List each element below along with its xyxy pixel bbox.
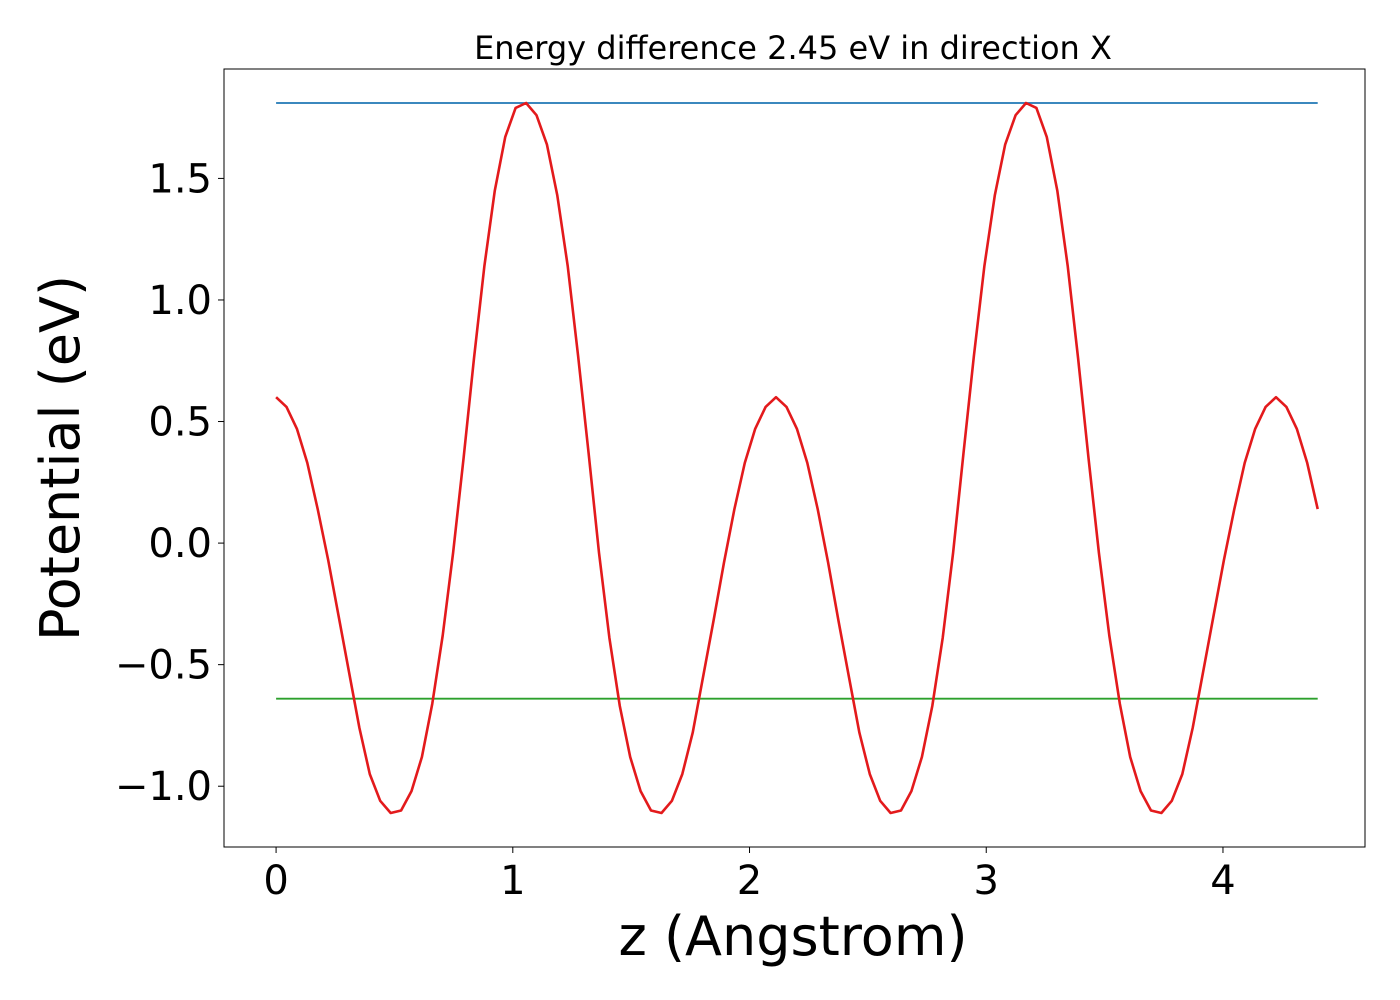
x-tick-label: 2 <box>737 858 762 904</box>
x-axis-label: z (Angstrom) <box>618 905 967 968</box>
y-tick-label: −1.0 <box>115 764 212 810</box>
plot-area <box>275 101 1319 815</box>
y-tick-label: 0.5 <box>148 400 212 446</box>
x-tick-label: 1 <box>500 858 525 904</box>
x-tick-label: 0 <box>263 858 288 904</box>
y-tick-label: −0.5 <box>115 643 212 689</box>
y-tick-label: 1.5 <box>148 156 212 202</box>
chart-title: Energy difference 2.45 eV in direction X <box>474 29 1112 67</box>
axes-frame <box>223 68 1366 848</box>
y-tick-label: 0.0 <box>148 521 212 567</box>
y-tick-label: 1.0 <box>148 278 212 324</box>
y-axis-label: Potential (eV) <box>29 275 92 641</box>
y-axis-ticks: −1.0 −0.5 0.0 0.5 1.0 1.5 <box>115 156 224 810</box>
x-tick-label: 4 <box>1210 858 1235 904</box>
series-line-2 <box>275 101 1319 815</box>
x-axis-ticks: 0 1 2 3 4 <box>263 847 1236 904</box>
x-tick-label: 3 <box>974 858 999 904</box>
